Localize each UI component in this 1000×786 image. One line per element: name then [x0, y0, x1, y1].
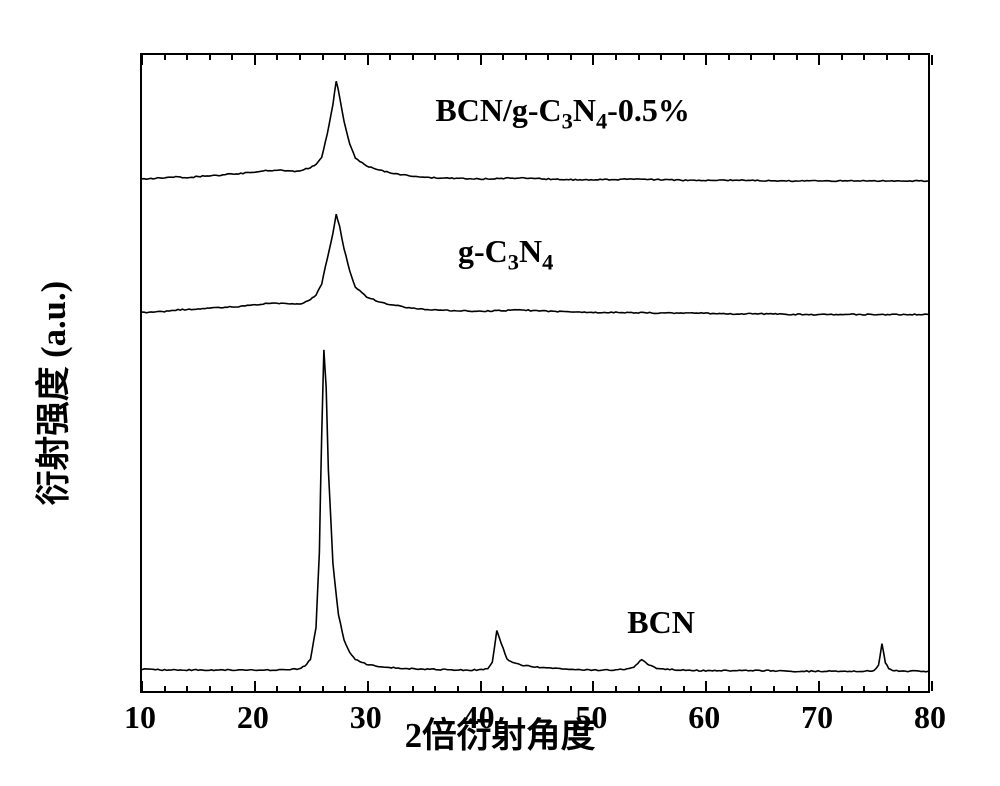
- x-tick-minor: [638, 55, 640, 60]
- x-tick-minor: [186, 686, 188, 691]
- x-tick-label: 10: [124, 699, 156, 736]
- x-tick-minor: [660, 55, 662, 60]
- x-tick-major: [254, 55, 256, 65]
- x-tick-minor: [231, 686, 233, 691]
- x-tick-minor: [412, 686, 414, 691]
- x-tick-minor: [750, 55, 752, 60]
- x-tick-minor: [412, 55, 414, 60]
- x-tick-minor: [502, 55, 504, 60]
- x-tick-minor: [796, 686, 798, 691]
- x-tick-major: [480, 55, 482, 65]
- x-tick-minor: [750, 686, 752, 691]
- x-tick-minor: [683, 686, 685, 691]
- series-label-gcn: g-C3N4: [458, 233, 553, 275]
- x-tick-major: [705, 55, 707, 65]
- x-tick-minor: [773, 686, 775, 691]
- x-tick-minor: [164, 686, 166, 691]
- x-tick-major: [367, 681, 369, 691]
- x-tick-major: [592, 681, 594, 691]
- x-tick-minor: [231, 55, 233, 60]
- x-tick-minor: [908, 686, 910, 691]
- x-tick-label: 30: [350, 699, 382, 736]
- x-tick-minor: [525, 55, 527, 60]
- x-tick-minor: [728, 55, 730, 60]
- curves-svg: [142, 55, 928, 691]
- x-tick-minor: [547, 686, 549, 691]
- x-tick-minor: [863, 686, 865, 691]
- x-tick-minor: [299, 686, 301, 691]
- x-tick-minor: [389, 686, 391, 691]
- x-tick-major: [141, 681, 143, 691]
- x-tick-minor: [209, 686, 211, 691]
- x-tick-minor: [344, 686, 346, 691]
- xrd-chart: 衍射强度 (a.u.) BCN/g-C3N4-0.5%g-C3N4BCN 102…: [40, 33, 960, 753]
- x-tick-label: 80: [914, 699, 946, 736]
- x-tick-major: [592, 55, 594, 65]
- x-tick-minor: [186, 55, 188, 60]
- series-label-bcn-gcn: BCN/g-C3N4-0.5%: [435, 92, 689, 134]
- x-tick-minor: [683, 55, 685, 60]
- x-tick-minor: [502, 686, 504, 691]
- x-tick-minor: [457, 686, 459, 691]
- x-tick-minor: [841, 686, 843, 691]
- x-tick-minor: [570, 55, 572, 60]
- x-tick-minor: [547, 55, 549, 60]
- x-tick-label: 70: [801, 699, 833, 736]
- x-tick-minor: [570, 686, 572, 691]
- x-tick-minor: [886, 55, 888, 60]
- x-tick-minor: [457, 55, 459, 60]
- x-tick-minor: [322, 686, 324, 691]
- x-tick-minor: [841, 55, 843, 60]
- x-tick-major: [141, 55, 143, 65]
- x-tick-minor: [276, 686, 278, 691]
- x-tick-minor: [886, 686, 888, 691]
- x-tick-major: [367, 55, 369, 65]
- x-tick-major: [931, 681, 933, 691]
- x-tick-minor: [615, 686, 617, 691]
- x-tick-label: 60: [688, 699, 720, 736]
- x-tick-minor: [164, 55, 166, 60]
- x-axis-label: 2倍衍射角度: [405, 707, 596, 757]
- series-label-bcn: BCN: [627, 604, 695, 641]
- x-tick-minor: [434, 55, 436, 60]
- x-tick-minor: [299, 55, 301, 60]
- y-axis-label: 衍射强度 (a.u.): [25, 281, 75, 505]
- x-tick-minor: [638, 686, 640, 691]
- plot-area: BCN/g-C3N4-0.5% g-C3N4 BCN: [140, 53, 930, 693]
- series-bcn: [142, 350, 928, 672]
- x-tick-label: 20: [237, 699, 269, 736]
- x-tick-minor: [322, 55, 324, 60]
- x-tick-minor: [434, 686, 436, 691]
- x-tick-minor: [344, 55, 346, 60]
- x-tick-major: [818, 55, 820, 65]
- x-tick-minor: [660, 686, 662, 691]
- x-tick-minor: [615, 55, 617, 60]
- x-tick-minor: [209, 55, 211, 60]
- x-tick-major: [818, 681, 820, 691]
- x-tick-major: [931, 55, 933, 65]
- x-tick-minor: [276, 55, 278, 60]
- x-tick-major: [705, 681, 707, 691]
- x-tick-minor: [389, 55, 391, 60]
- x-tick-major: [254, 681, 256, 691]
- x-tick-minor: [863, 55, 865, 60]
- x-tick-major: [480, 681, 482, 691]
- x-tick-minor: [525, 686, 527, 691]
- x-tick-minor: [728, 686, 730, 691]
- x-tick-minor: [773, 55, 775, 60]
- x-tick-minor: [796, 55, 798, 60]
- x-tick-minor: [908, 55, 910, 60]
